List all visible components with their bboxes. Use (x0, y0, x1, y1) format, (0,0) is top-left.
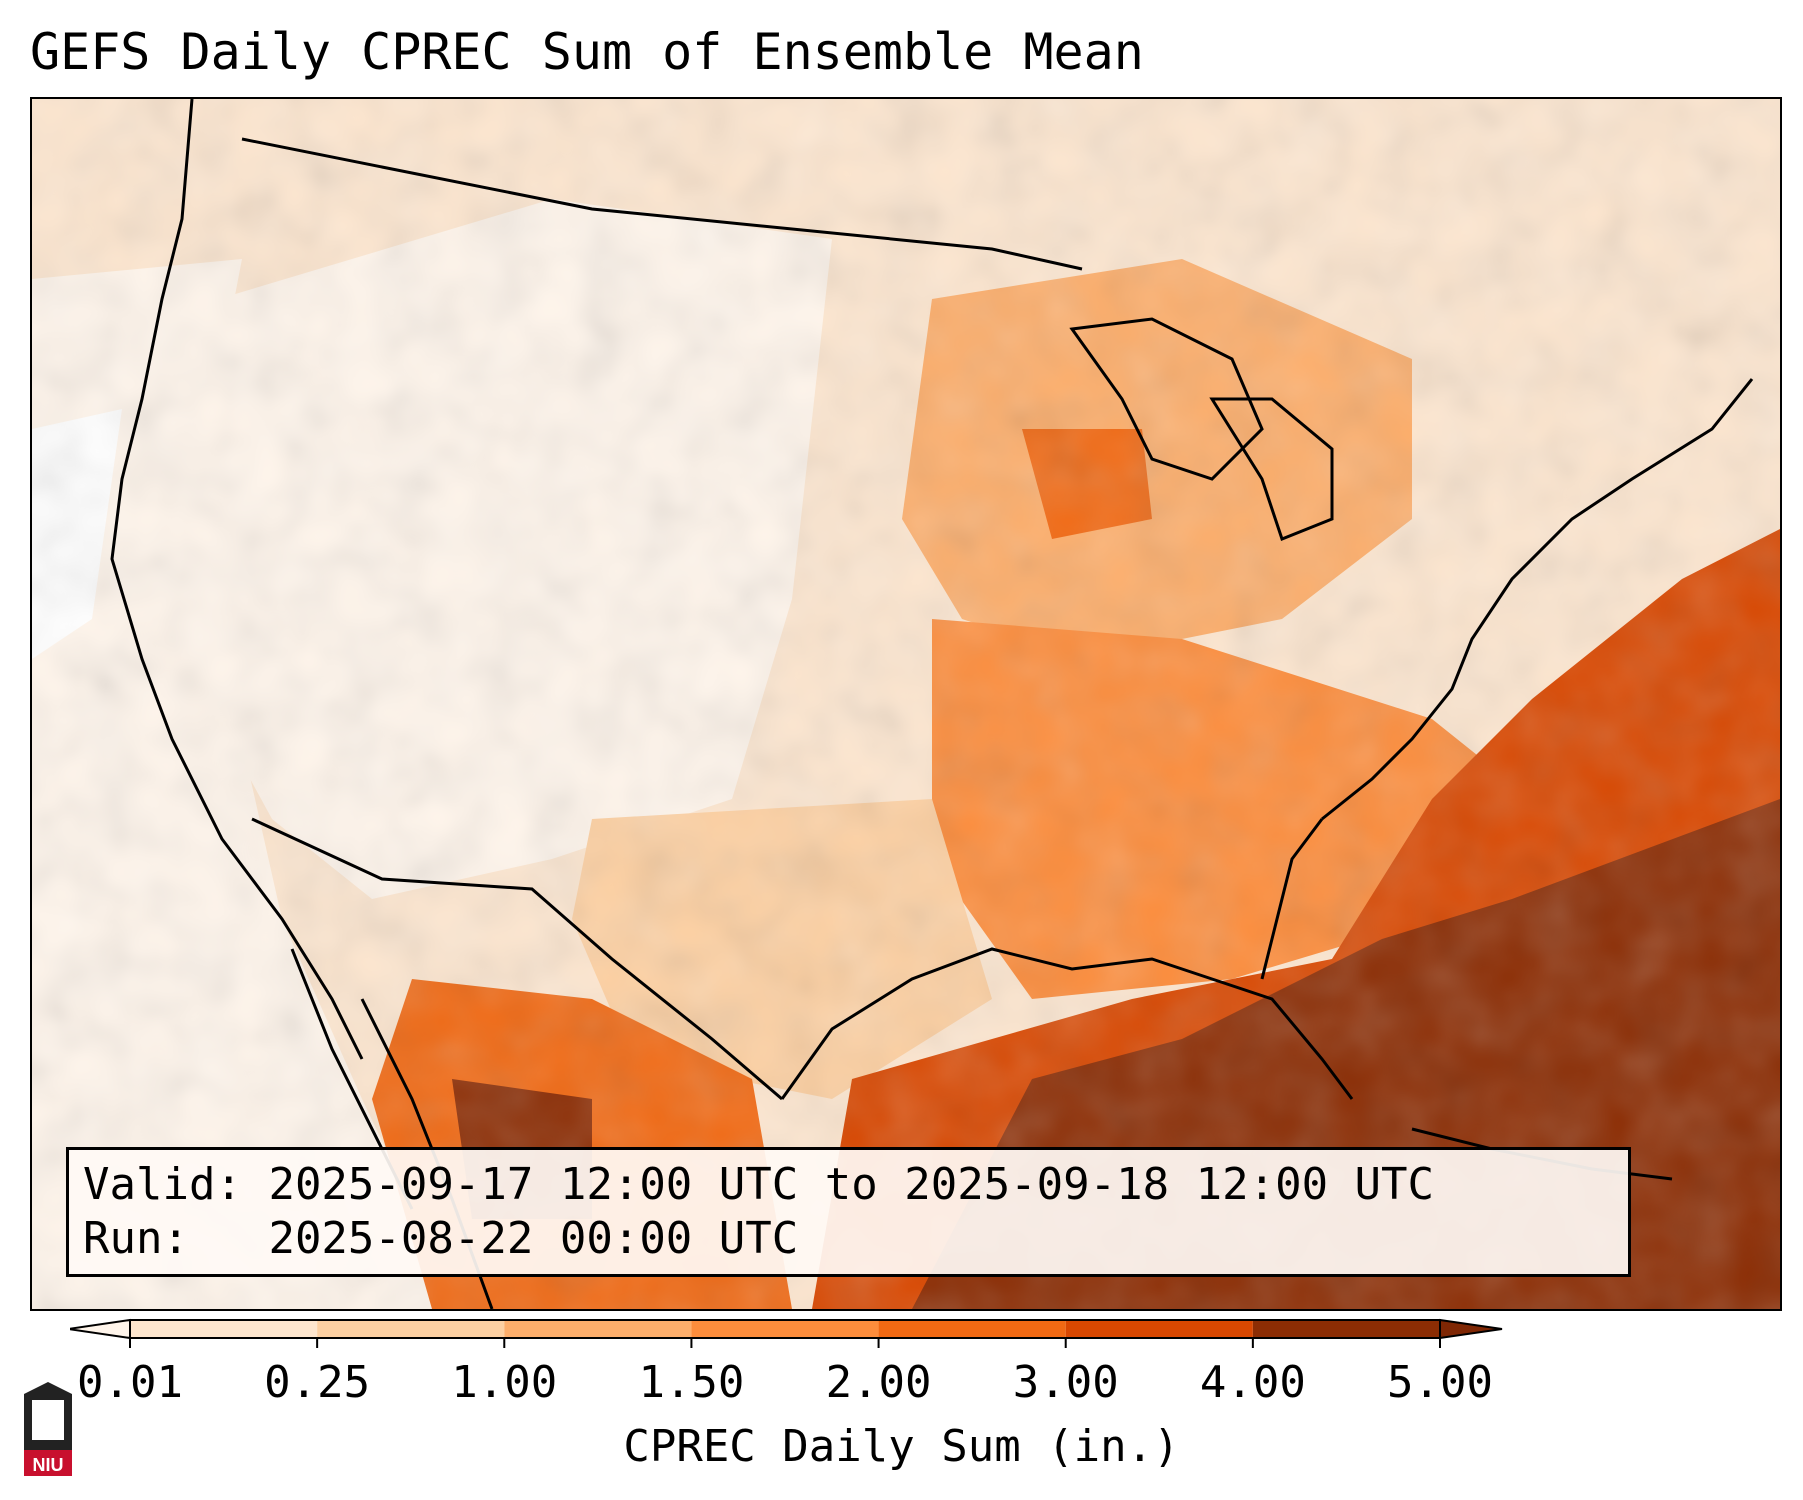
colorbar-outline (129, 1319, 1441, 1339)
valid-value: 2025-09-17 12:00 UTC to 2025-09-18 12:00… (268, 1159, 1435, 1210)
colorbar-tick-label: 3.00 (1012, 1357, 1119, 1408)
colorbar-label: CPREC Daily Sum (in.) (623, 1421, 1180, 1472)
run-label: Run: (83, 1213, 189, 1264)
us-canada-border (241, 137, 1083, 271)
valid-line: Valid: 2025-09-17 12:00 UTC to 2025-09-1… (83, 1158, 1628, 1212)
precip-texture (32, 99, 1780, 1309)
east-coastline (1321, 378, 1754, 821)
run-value: 2025-08-22 00:00 UTC (268, 1213, 799, 1264)
colorbar-tick-label: 1.50 (638, 1357, 745, 1408)
logo-text: NIU (33, 1455, 64, 1475)
valid-label: Valid: (83, 1159, 242, 1210)
west-coastline (110, 99, 364, 1060)
colorbar-tick-label: 2.00 (825, 1357, 932, 1408)
lake-superior-michigan (1069, 317, 1264, 481)
page-title: GEFS Daily CPREC Sum of Ensemble Mean (30, 23, 1144, 81)
lake-huron (1209, 397, 1334, 541)
colorbar-segment (691, 1320, 879, 1338)
colorbar-segment (504, 1320, 692, 1338)
colorbar-tick-label: 1.00 (451, 1357, 558, 1408)
valid-time-box: Valid: 2025-09-17 12:00 UTC to 2025-09-1… (66, 1147, 1631, 1277)
logo-band (24, 1450, 72, 1476)
colorbar-tick-label: 5.00 (1387, 1357, 1493, 1408)
colorbar-segment (1252, 1320, 1440, 1338)
colorbar-over-arrow (1439, 1318, 1503, 1340)
florida-east-coastline (1260, 818, 1324, 980)
colorbar-segment (878, 1320, 1066, 1338)
precip-map (32, 99, 1780, 1309)
map-panel (30, 97, 1782, 1311)
colorbar-tick-label: 0.01 (77, 1357, 183, 1408)
logo-building (32, 1400, 64, 1440)
colorbar-segment (1065, 1320, 1253, 1338)
colorbar-tick-label: 4.00 (1199, 1357, 1306, 1408)
gulf-coastline (780, 947, 1354, 1100)
niu-logo: NIU (24, 1382, 72, 1476)
colorbar-under-arrow (70, 1318, 131, 1340)
colorbar-tick-label: 0.25 (264, 1357, 371, 1408)
us-mexico-border (251, 817, 783, 1101)
colorbar-segment (130, 1320, 318, 1338)
colorbar (70, 1318, 1503, 1348)
run-line: Run: 2025-08-22 00:00 UTC (83, 1212, 1628, 1266)
colorbar-segment (317, 1320, 505, 1338)
